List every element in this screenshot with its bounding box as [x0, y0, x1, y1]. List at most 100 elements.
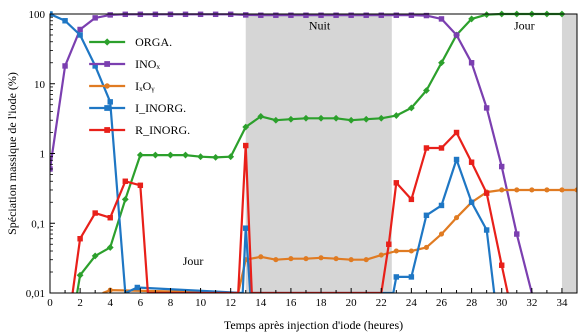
- data-point: [212, 153, 220, 161]
- data-point: [483, 11, 491, 19]
- data-point: [363, 12, 369, 18]
- data-point: [182, 151, 189, 159]
- data-point: [104, 83, 110, 89]
- x-tick-label: 16: [285, 297, 297, 309]
- data-point: [423, 87, 430, 94]
- legend-label: I_INORG.: [135, 101, 186, 115]
- data-point: [76, 271, 84, 279]
- data-point: [363, 257, 369, 263]
- data-point: [258, 254, 264, 260]
- data-point: [318, 255, 324, 261]
- data-point: [77, 32, 83, 38]
- data-point: [332, 114, 340, 122]
- data-point: [302, 114, 310, 122]
- x-axis: 0 2 4 6 8 10 12 14 16 18 20 22 24 26 28 30 32 34: [47, 288, 568, 309]
- data-point: [498, 262, 505, 268]
- data-point: [468, 159, 475, 165]
- legend-label: INOₓ: [135, 57, 160, 71]
- data-point: [257, 113, 265, 120]
- data-point: [468, 60, 475, 66]
- data-point: [303, 12, 309, 18]
- data-point: [243, 225, 249, 231]
- x-tick-label: 4: [107, 297, 113, 309]
- series-5: [71, 129, 509, 293]
- data-point: [272, 116, 280, 124]
- band-labels: Jour Nuit Jour: [183, 18, 535, 268]
- data-point: [273, 257, 279, 263]
- data-point: [288, 256, 294, 262]
- data-point: [392, 112, 400, 119]
- data-point: [529, 187, 535, 193]
- x-tick-label: 18: [316, 297, 328, 309]
- data-point: [92, 15, 98, 21]
- y-tick-label: 10: [34, 79, 46, 91]
- data-point: [242, 123, 250, 131]
- data-point: [408, 248, 414, 254]
- data-point: [423, 244, 429, 250]
- data-point: [468, 199, 475, 205]
- legend-label: R_INORG.: [135, 123, 190, 137]
- data-point: [423, 12, 430, 19]
- annotation-label: Nuit: [309, 18, 331, 32]
- night-band-2: [561, 14, 577, 293]
- data-point: [438, 145, 445, 151]
- data-point: [393, 180, 400, 186]
- x-axis-label: Temps après injection d'iode (heures): [224, 318, 403, 332]
- data-point: [377, 114, 385, 122]
- data-point: [258, 12, 264, 18]
- x-tick-label: 34: [556, 297, 568, 309]
- data-point: [483, 227, 490, 233]
- y-tick-label: 100: [29, 9, 46, 21]
- data-point: [498, 163, 505, 170]
- data-point: [453, 215, 460, 221]
- x-tick-label: 24: [406, 297, 418, 309]
- data-point: [386, 241, 392, 247]
- data-point: [104, 105, 111, 111]
- x-tick-label: 6: [138, 297, 144, 309]
- data-point: [243, 12, 249, 18]
- series-line: [71, 131, 509, 293]
- x-tick-label: 2: [77, 297, 83, 309]
- data-point: [227, 153, 235, 161]
- data-point: [348, 257, 354, 263]
- data-point: [438, 59, 445, 67]
- data-point: [92, 63, 98, 69]
- x-tick-label: 22: [376, 297, 387, 309]
- data-point: [317, 114, 325, 122]
- data-point: [544, 187, 550, 193]
- data-point: [137, 182, 144, 189]
- data-point: [287, 115, 295, 123]
- data-point: [574, 187, 577, 193]
- data-point: [104, 61, 111, 67]
- y-tick-label: 1: [40, 149, 46, 161]
- night-band-1: [245, 14, 392, 293]
- x-tick-label: 14: [255, 297, 267, 309]
- data-point: [134, 284, 141, 291]
- data-point: [438, 202, 445, 209]
- data-point: [438, 16, 445, 22]
- data-point: [197, 153, 204, 161]
- x-tick-label: 32: [526, 297, 537, 309]
- data-point: [333, 12, 339, 18]
- data-point: [152, 151, 159, 159]
- legend-label: ORGA.: [135, 35, 172, 49]
- data-point: [91, 252, 99, 260]
- data-point: [408, 196, 415, 203]
- data-point: [393, 248, 399, 254]
- data-point: [104, 127, 111, 133]
- data-point: [348, 12, 354, 18]
- night-bands: [245, 14, 577, 293]
- data-point: [347, 116, 355, 124]
- data-point: [62, 18, 68, 24]
- legend: ORGA. INOₓ IₓOᵧ I_INORG. R_INORG.: [89, 35, 190, 137]
- y-tick-label: 0,1: [31, 218, 45, 230]
- data-point: [423, 212, 430, 219]
- data-point: [423, 145, 430, 151]
- data-point: [167, 151, 174, 159]
- data-point: [303, 256, 309, 262]
- y-axis: 0,01 0,1 1 10 100: [26, 9, 55, 300]
- data-point: [468, 15, 475, 23]
- x-tick-label: 0: [47, 297, 53, 309]
- data-point: [453, 156, 460, 163]
